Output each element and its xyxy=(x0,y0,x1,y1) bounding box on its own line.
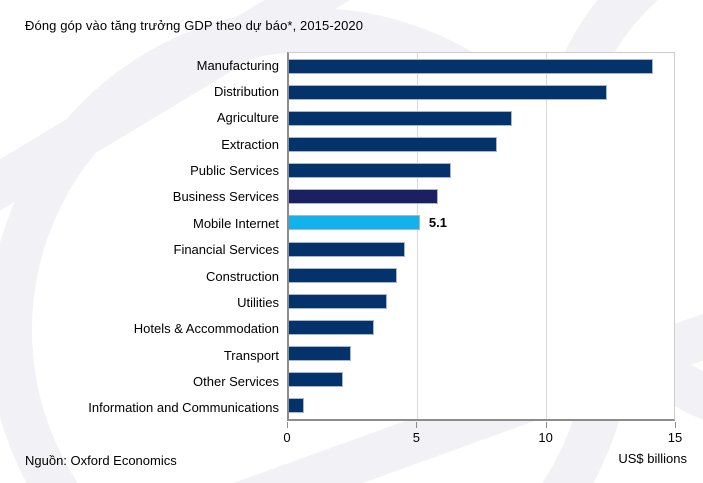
category-label: Information and Communications xyxy=(88,400,279,416)
category-label: Agriculture xyxy=(216,110,279,126)
bar-row xyxy=(289,314,674,340)
category-label: Business Services xyxy=(172,189,279,205)
category-labels: Manufacturing Distribution Agriculture Extr… xyxy=(0,52,279,421)
bar xyxy=(289,319,374,335)
bar-row xyxy=(289,367,674,393)
bar-row xyxy=(289,79,674,105)
bar-row xyxy=(289,184,674,210)
x-axis-tick xyxy=(287,422,288,428)
axis-unit-label: US$ billions xyxy=(618,451,687,466)
bar xyxy=(289,163,451,179)
source-note: Nguồn: Oxford Economics xyxy=(25,453,177,468)
x-axis-tick xyxy=(675,422,676,428)
x-axis-tick-label: 0 xyxy=(283,430,291,445)
bar xyxy=(289,372,343,388)
bar-row xyxy=(289,393,674,419)
bar-value-label: 5.1 xyxy=(428,215,447,231)
bar-row xyxy=(289,158,674,184)
category-label: Utilities xyxy=(237,294,279,310)
category-label: Financial Services xyxy=(173,242,280,258)
x-axis: 0 5 10 15 xyxy=(283,421,682,453)
bar xyxy=(289,215,420,231)
bar-row xyxy=(289,236,674,262)
x-axis-tick-label: 10 xyxy=(538,430,553,445)
x-axis-tick-label: 15 xyxy=(667,430,683,445)
bar xyxy=(289,58,654,74)
bar xyxy=(289,136,497,152)
chart-title: Đóng góp vào tăng trưởng GDP theo dự báo… xyxy=(25,18,364,33)
category-label: Distribution xyxy=(213,84,279,100)
bar xyxy=(289,241,405,257)
bar-row xyxy=(289,53,674,79)
bar xyxy=(289,267,397,283)
category-label: Public Services xyxy=(190,163,279,179)
bar xyxy=(289,84,608,100)
bar-row xyxy=(289,105,674,131)
bar-row xyxy=(289,288,674,314)
plot-area: 5.1 xyxy=(287,52,675,421)
bar xyxy=(289,189,438,205)
bar-row xyxy=(289,262,674,288)
gridline-5 xyxy=(417,53,419,419)
bar xyxy=(289,293,387,309)
x-axis-tick-label: 5 xyxy=(412,430,420,445)
bar xyxy=(289,346,351,362)
category-label: Mobile Internet xyxy=(193,215,279,231)
category-label: Construction xyxy=(206,268,279,284)
bar-row: 5.1 xyxy=(289,210,674,236)
category-label: Other Services xyxy=(193,373,279,389)
category-label: Extraction xyxy=(221,136,279,152)
gridline-10 xyxy=(545,53,547,419)
category-label: Manufacturing xyxy=(196,57,279,73)
bar xyxy=(289,398,305,414)
category-label: Hotels & Accommodation xyxy=(133,321,279,337)
bar xyxy=(289,110,513,126)
category-label: Transport xyxy=(223,347,279,363)
bar-row xyxy=(289,131,674,157)
bar-row xyxy=(289,341,674,367)
x-axis-tick xyxy=(545,422,547,428)
x-axis-tick xyxy=(416,422,418,428)
